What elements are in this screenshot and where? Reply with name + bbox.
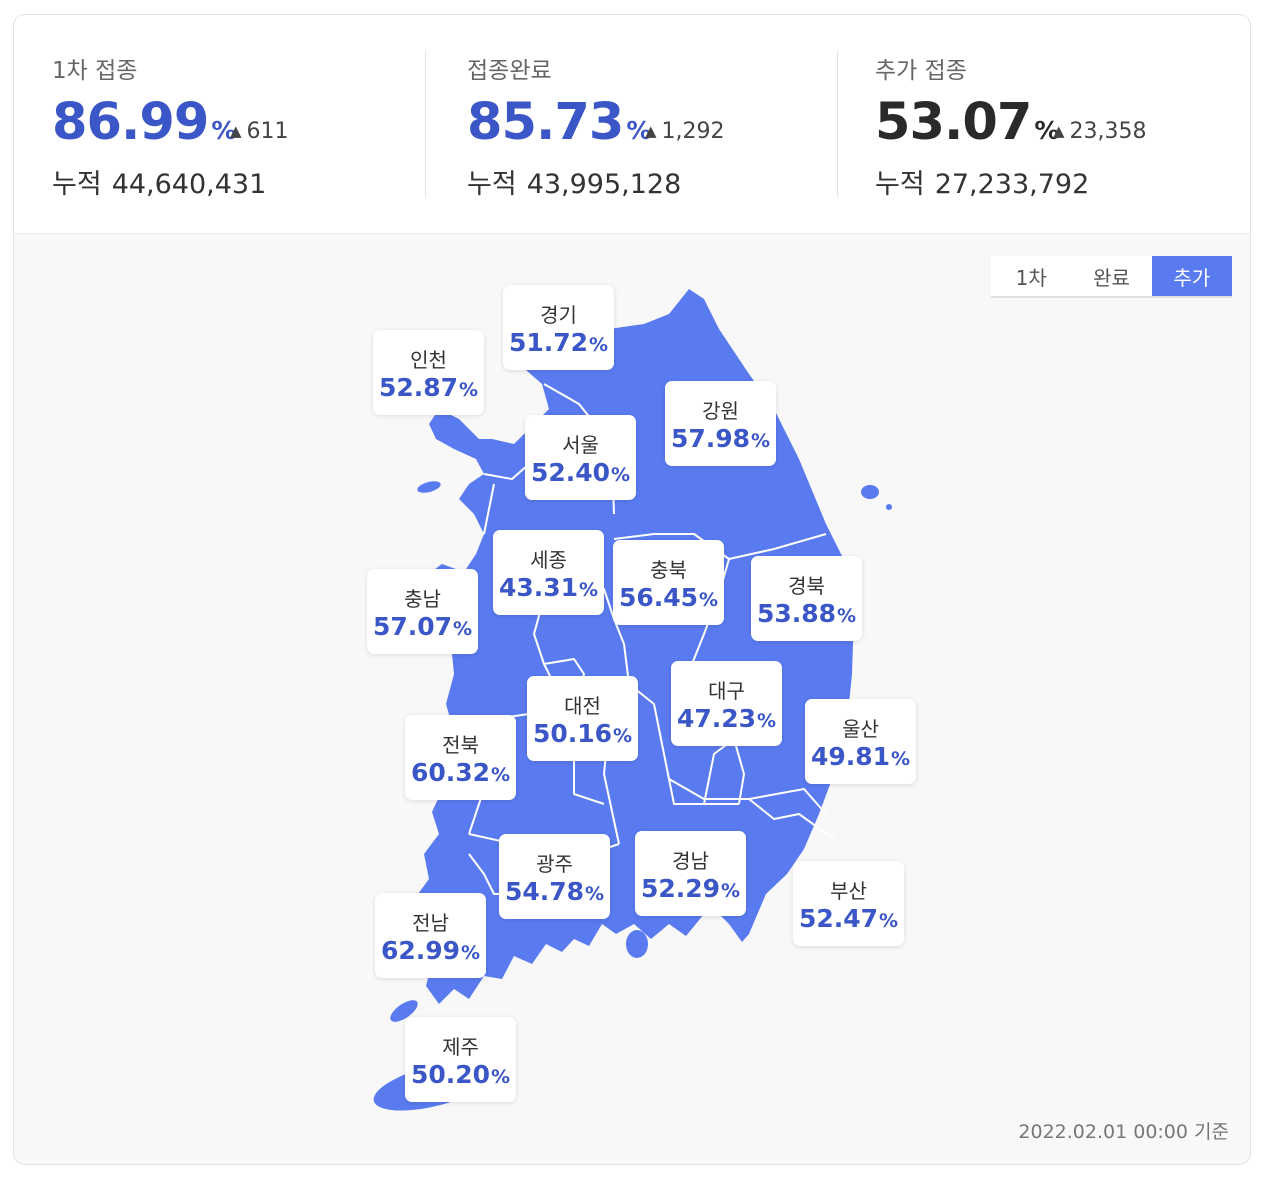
vaccination-card: 1차 접종 86.99% ▲ 611 누적 44,640,431 접종완료 85.7… [13,14,1251,1165]
stat-delta: ▲ 23,358 [1053,119,1147,144]
stat-booster: 추가 접종 53.07% ▲ 23,358 누적 27,233,792 [875,15,1245,234]
dose-toggle: 1차 완료 추가 [991,256,1232,298]
toggle-complete[interactable]: 완료 [1093,265,1130,290]
region-ulsan[interactable]: 울산 49.81% [805,699,916,784]
region-daejeon[interactable]: 대전 50.16% [527,676,638,761]
stat-percent: 85.73% [467,93,651,152]
west-island [417,481,441,493]
stat-percent: 53.07% [875,93,1059,152]
stat-delta: ▲ 1,292 [645,119,725,144]
region-sejong[interactable]: 세종 43.31% [493,530,604,615]
region-jeonnam[interactable]: 전남 62.99% [375,893,486,978]
region-gangwon[interactable]: 강원 57.98% [665,381,776,466]
region-jeonbuk[interactable]: 전북 60.32% [405,715,516,800]
region-daegu[interactable]: 대구 47.23% [671,661,782,746]
divider [837,51,838,197]
stat-first-dose: 1차 접종 86.99% ▲ 611 누적 44,640,431 [52,15,422,234]
ulleung-island [861,485,879,499]
region-seoul[interactable]: 서울 52.40% [525,415,636,500]
triangle-up-icon: ▲ [230,122,242,140]
toggle-first-dose[interactable]: 1차 [1015,265,1047,290]
region-gyeonggi[interactable]: 경기 51.72% [503,285,614,370]
map-area: 1차 완료 추가 [14,234,1250,1164]
dokdo-island [886,504,892,510]
region-jeju[interactable]: 제주 50.20% [405,1017,516,1102]
stat-cumulative: 누적 44,640,431 [52,169,267,200]
region-gyeongbuk[interactable]: 경북 53.88% [751,556,862,641]
timestamp-footnote: 2022.02.01 00:00 기준 [1018,1121,1229,1143]
toggle-booster[interactable]: 추가 [1151,256,1232,296]
region-busan[interactable]: 부산 52.47% [793,861,904,946]
region-chungbuk[interactable]: 충북 56.45% [613,540,724,625]
summary-section: 1차 접종 86.99% ▲ 611 누적 44,640,431 접종완료 85.7… [14,15,1250,234]
south-island-2 [390,1000,418,1022]
region-chungnam[interactable]: 충남 57.07% [367,569,478,654]
region-incheon[interactable]: 인천 52.87% [373,330,484,415]
region-gyeongnam[interactable]: 경남 52.29% [635,831,746,916]
stat-percent: 86.99% [52,93,236,152]
triangle-up-icon: ▲ [1053,122,1065,140]
stat-label: 1차 접종 [52,58,138,84]
stat-label: 추가 접종 [875,58,967,84]
south-island-3 [626,930,648,958]
stat-cumulative: 누적 27,233,792 [875,169,1090,200]
region-gwangju[interactable]: 광주 54.78% [499,834,610,919]
stat-delta: ▲ 611 [230,119,289,144]
mainland-shape [399,289,854,1004]
triangle-up-icon: ▲ [645,122,657,140]
stat-cumulative: 누적 43,995,128 [467,169,682,200]
stat-fully-vaccinated: 접종완료 85.73% ▲ 1,292 누적 43,995,128 [467,15,837,234]
divider [425,51,426,197]
stat-label: 접종완료 [467,58,552,84]
